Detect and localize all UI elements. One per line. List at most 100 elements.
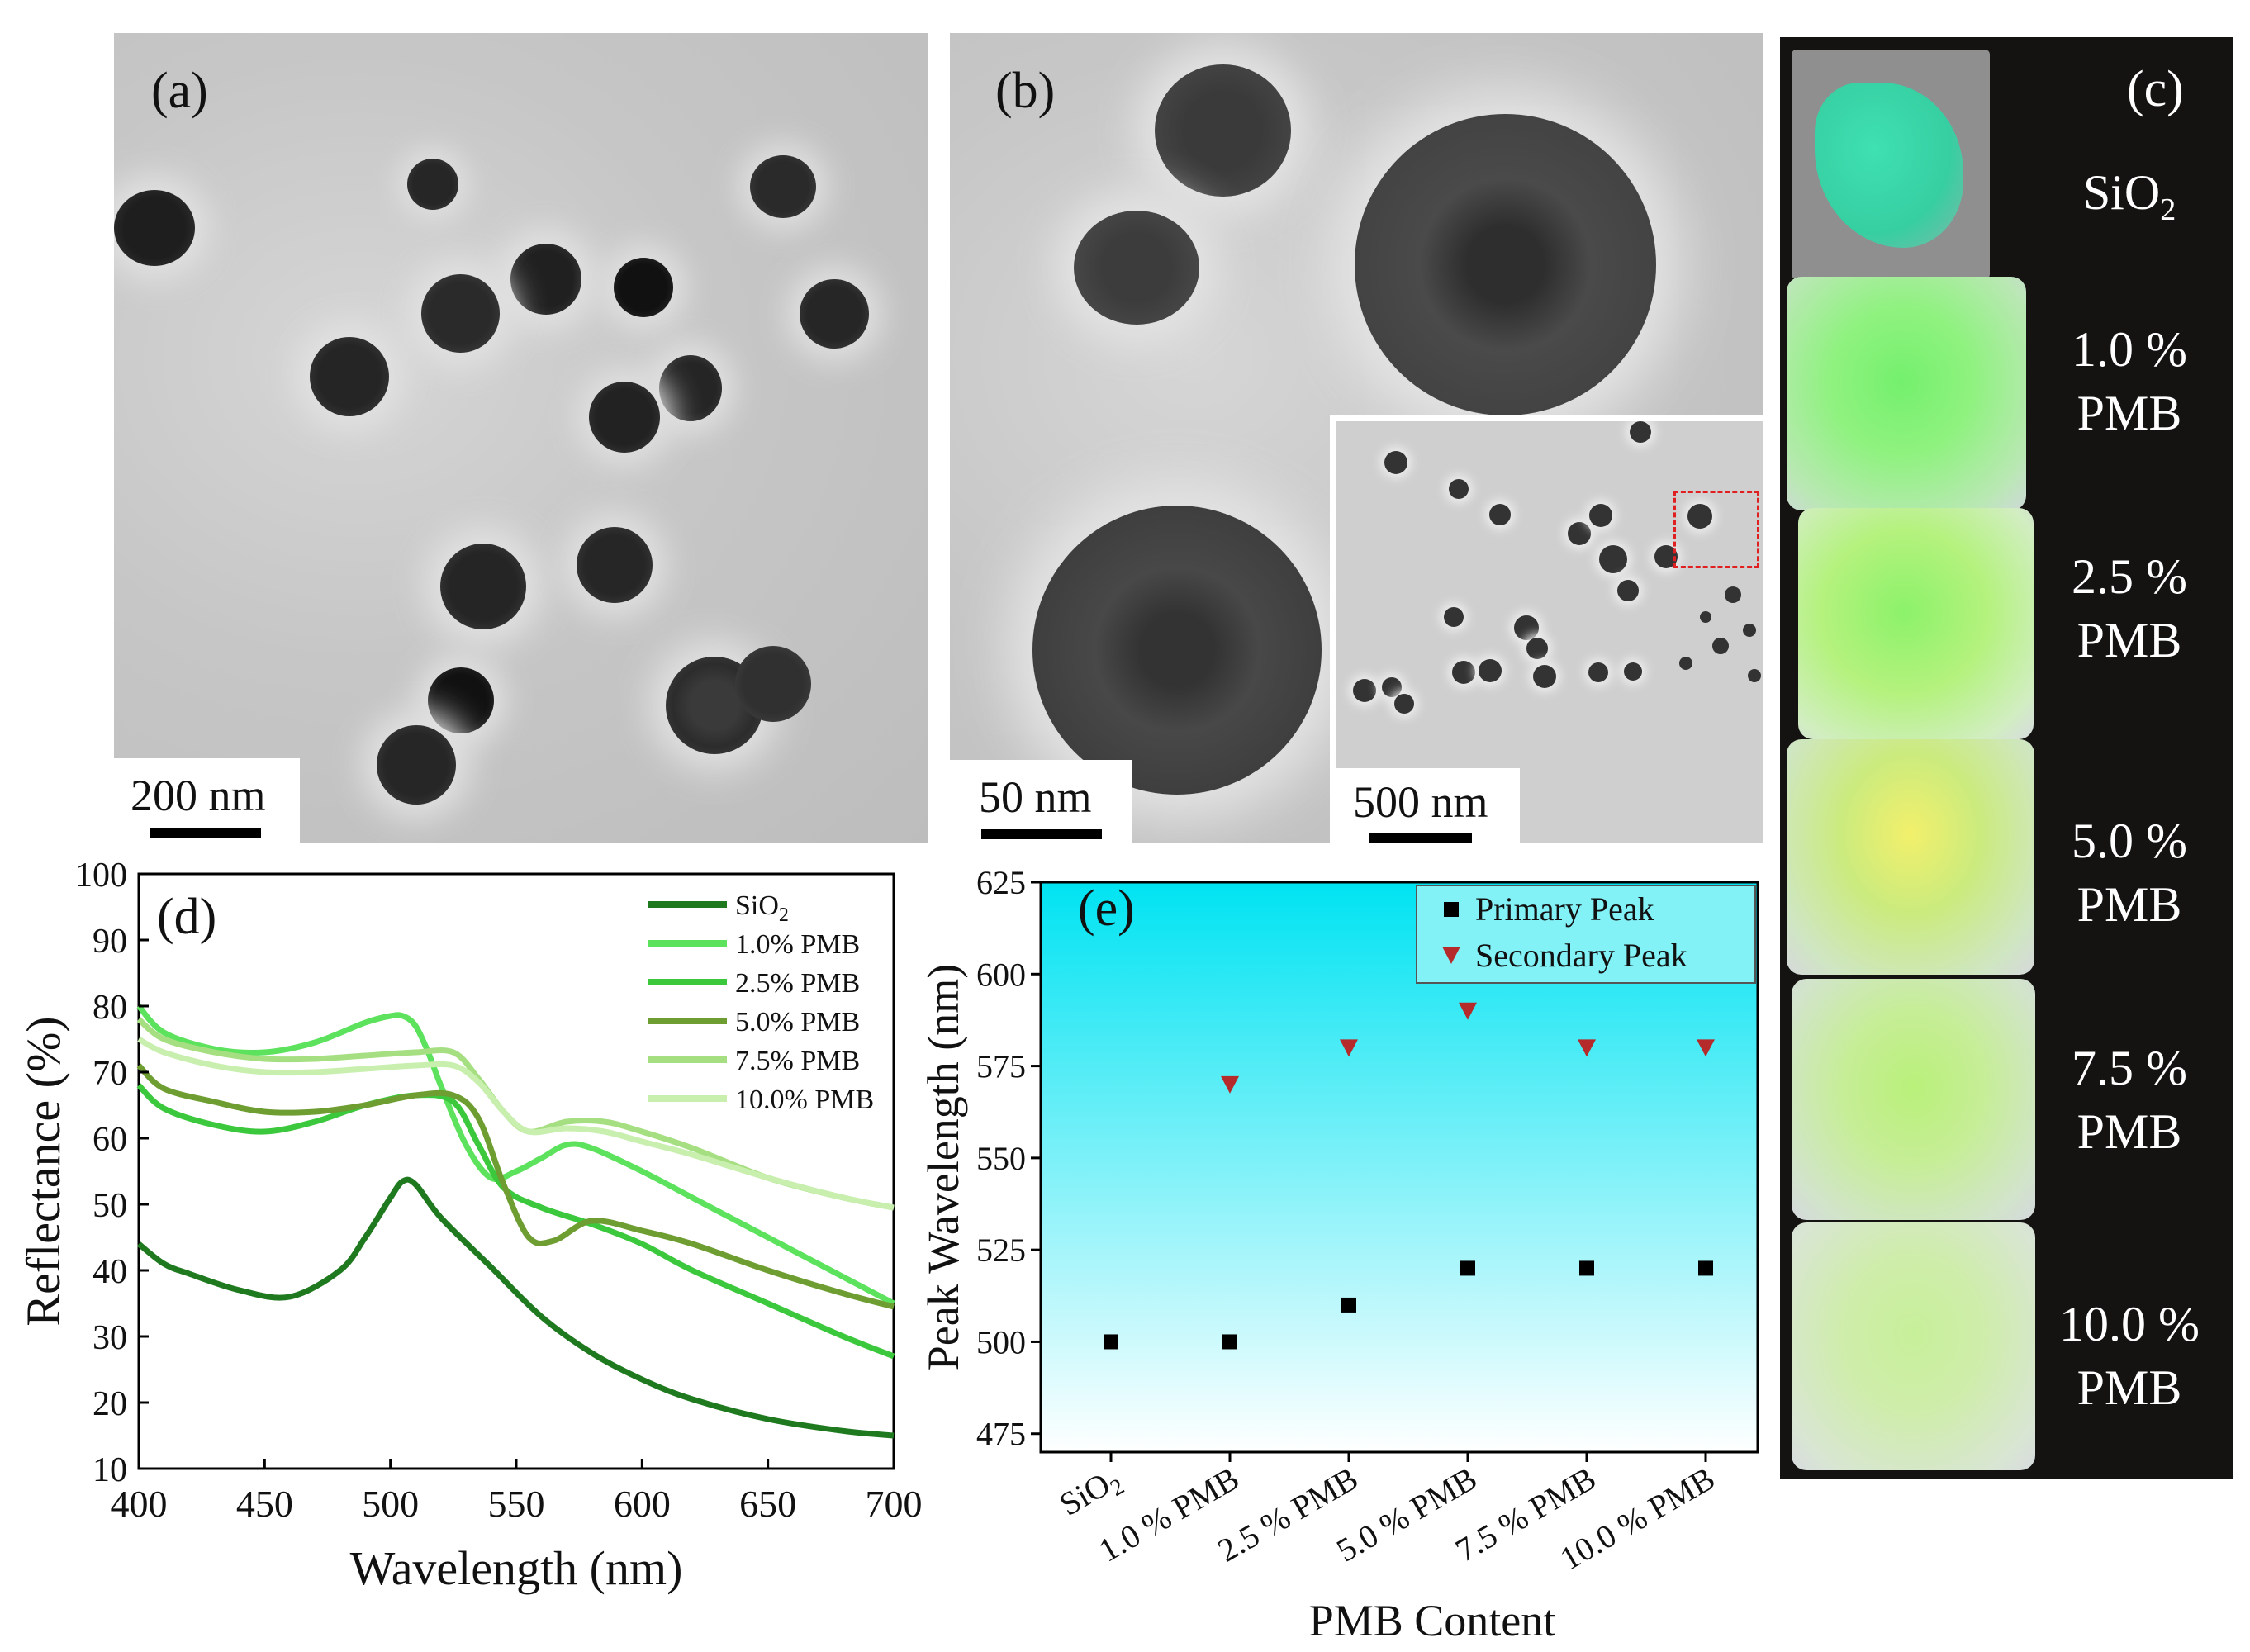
nanoparticle (421, 274, 500, 353)
y-tick-label: 500 (976, 1323, 1026, 1360)
y-tick-label: 525 (976, 1232, 1026, 1269)
primary-peak-point (1579, 1260, 1594, 1276)
sample-label-1-0: 1.0 % PMB (2043, 318, 2216, 445)
series-line (136, 1004, 895, 1307)
sample-tile-1-0 (1787, 277, 2026, 510)
primary-peak-point (1222, 1334, 1237, 1350)
inset-particle (1526, 638, 1548, 659)
legend-label: SiO2 (735, 890, 789, 926)
y-tick-label: 70 (93, 1055, 127, 1093)
inset-particle (1712, 638, 1729, 654)
inset-particle (1382, 677, 1402, 697)
panel-a-tem-image: (a) 200 nm (114, 33, 928, 843)
nanoparticle (114, 190, 195, 266)
y-tick-label: 90 (93, 923, 127, 961)
x-tick-label: 600 (614, 1483, 671, 1525)
sample-label-line1: 7.5 % (2072, 1041, 2187, 1095)
sample-label-10-0: 10.0 % PMB (2043, 1293, 2216, 1420)
sample-tile-10-0 (1792, 1222, 2035, 1470)
y-tick-label: 600 (976, 956, 1026, 993)
y-tick-label: 60 (93, 1121, 127, 1159)
secondary-peak-point (1459, 1002, 1477, 1020)
y-tick-label: 40 (93, 1253, 127, 1291)
series-line (136, 1176, 895, 1439)
sample-label-2-5: 2.5 % PMB (2043, 545, 2216, 672)
nanoparticle (1155, 64, 1291, 197)
x-tick-label: 550 (488, 1483, 545, 1525)
sample-label-line2: PMB (2077, 876, 2182, 932)
secondary-peak-point (1221, 1075, 1239, 1094)
nanoparticle (377, 725, 456, 805)
primary-peak-point (1341, 1297, 1356, 1313)
sample-label-text: SiO (2082, 165, 2161, 220)
legend-marker-secondary (1442, 947, 1460, 964)
legend-box (1416, 885, 1756, 984)
panel-label-b: (b) (995, 63, 1056, 119)
legend-label-text: 2.5% PMB (735, 968, 860, 999)
y-tick-label: 625 (976, 864, 1026, 901)
inset-particle (1452, 661, 1475, 684)
sample-label-line2: PMB (2077, 612, 2182, 667)
y-tick-label: 475 (976, 1416, 1026, 1453)
x-tick-label: 400 (111, 1483, 168, 1525)
legend-marker-primary (1444, 902, 1459, 917)
inset-particle (1617, 580, 1639, 601)
scale-bar-line (150, 828, 261, 838)
inset-particle (1568, 522, 1591, 545)
legend-label: 7.5% PMB (735, 1046, 860, 1076)
sample-label-line2: PMB (2077, 385, 2182, 440)
primary-peak-point (1698, 1260, 1713, 1276)
nanoparticle (750, 155, 816, 218)
sample-label-subscript: 2 (2160, 192, 2176, 227)
primary-peak-point (1460, 1260, 1475, 1276)
scale-bar-label: 200 nm (131, 771, 266, 820)
legend-label-secondary: Secondary Peak (1475, 937, 1688, 974)
y-axis-title: Reflectance (%) (17, 1016, 70, 1326)
nanoparticle (614, 258, 673, 317)
sample-label-5-0: 5.0 % PMB (2043, 809, 2216, 937)
nanoparticle (428, 667, 494, 733)
nanoparticle (407, 159, 458, 210)
inset-particle (1384, 451, 1407, 474)
legend-label: 2.5% PMB (735, 968, 860, 999)
inset-particle (1449, 479, 1469, 499)
scale-bar-a: 200 nm (114, 758, 300, 843)
inset-particle (1700, 611, 1711, 623)
primary-peak-point (1104, 1334, 1118, 1350)
panel-label-e: (e) (1078, 881, 1135, 937)
x-tick-label: SiO2 (1053, 1460, 1129, 1527)
panel-c-sample-photos: (c) SiO2 1.0 % PMB 2.5 % PMB 5.0 % PMB 7… (1780, 37, 2233, 1479)
x-tick-label: 500 (362, 1483, 419, 1525)
sample-label-line1: 5.0 % (2072, 814, 2187, 868)
inset-particle (1394, 694, 1414, 714)
nanoparticle (1355, 114, 1656, 415)
inset-particle (1624, 662, 1642, 681)
scale-bar-label: 500 nm (1353, 777, 1488, 827)
inset-particle (1533, 665, 1556, 688)
y-tick-label: 80 (93, 989, 127, 1027)
panel-b-tem-image: 500 nm (b) 50 nm (950, 33, 1763, 843)
y-tick-label: 50 (93, 1187, 127, 1225)
scale-bar-line (1369, 833, 1472, 843)
series-line (136, 1063, 895, 1310)
legend-label: 10.0% PMB (735, 1085, 874, 1115)
y-tick-label: 20 (93, 1385, 127, 1423)
nanoparticle (659, 355, 722, 421)
sample-label-line1: 1.0 % (2072, 322, 2187, 377)
sample-label-line1: 2.5 % (2072, 549, 2187, 604)
inset-particle (1514, 615, 1539, 640)
inset-particle (1679, 657, 1692, 670)
panel-label-a: (a) (151, 63, 208, 119)
y-axis-title: Peak Wavelength (nm) (919, 964, 968, 1371)
inset-particle (1489, 504, 1511, 525)
secondary-peak-point (1340, 1039, 1358, 1057)
x-tick-label: 450 (236, 1483, 293, 1525)
legend-label-primary: Primary Peak (1475, 890, 1654, 928)
inset-particle (1444, 607, 1464, 627)
secondary-peak-point (1697, 1039, 1715, 1057)
legend-label-subscript: 2 (779, 904, 789, 926)
sample-tile-2-5 (1798, 508, 2034, 739)
x-tick-label: 650 (739, 1483, 796, 1525)
secondary-peak-point (1578, 1039, 1596, 1057)
inset-particle (1630, 421, 1651, 443)
